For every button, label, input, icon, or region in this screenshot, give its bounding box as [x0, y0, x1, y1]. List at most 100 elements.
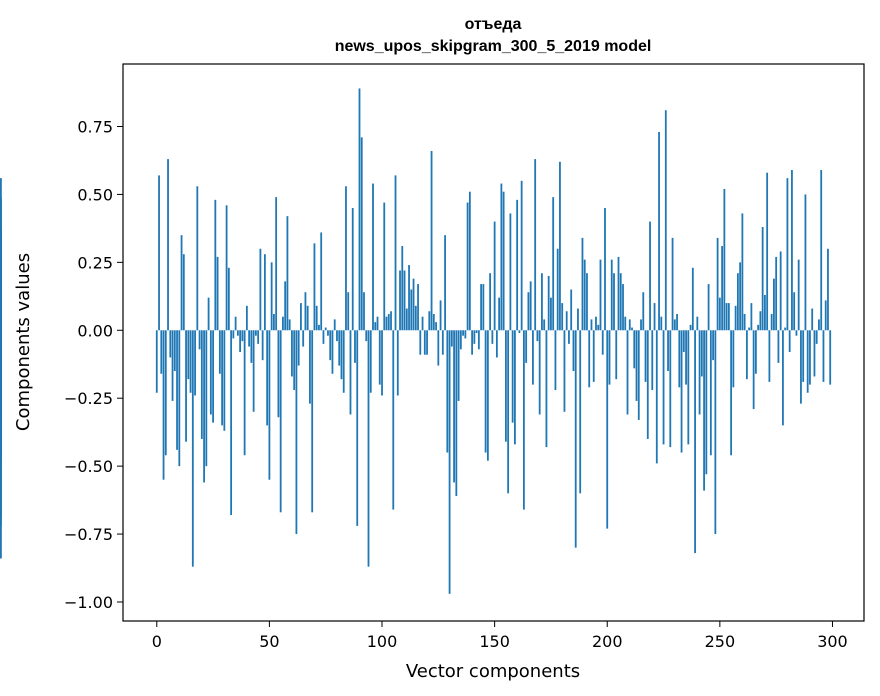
bar-component-114: [412, 278, 415, 331]
y-tick-label: 0.50: [77, 185, 113, 204]
bar-component-275: [775, 256, 778, 331]
y-tick-label: 0.75: [77, 117, 113, 136]
bar-component-28: [218, 330, 221, 374]
bar-component-62: [295, 330, 298, 535]
bar-component-286: [800, 330, 802, 404]
y-tick-label: −1.00: [64, 593, 113, 612]
y-axis-label: Components values: [13, 253, 34, 431]
bar-component-17: [194, 330, 196, 396]
bar-component-299: [829, 330, 832, 385]
bar-component-6: [169, 330, 172, 358]
bar-component-268: [759, 311, 762, 331]
bar-component-260: [741, 213, 744, 331]
bar-component-276: [777, 330, 780, 363]
bar-component-281: [788, 330, 791, 353]
bar-component-138: [466, 202, 469, 331]
bar-component-200: [606, 330, 609, 529]
bar-component-199: [604, 208, 606, 331]
x-tick-label: 250: [705, 632, 736, 651]
bar-component-107: [396, 330, 399, 396]
bar-component-69: [311, 330, 314, 513]
bar-component-183: [568, 330, 570, 344]
bar-component-214: [637, 330, 640, 420]
bar-component-213: [635, 330, 638, 401]
bar-component-37: [239, 330, 242, 353]
bar-component-40: [245, 305, 248, 331]
bar-component-279: [784, 327, 787, 331]
bar-component-26: [214, 199, 217, 331]
bar-component-230: [673, 319, 676, 331]
bar-component-178: [556, 248, 559, 331]
bar-component-221: [653, 303, 656, 331]
bar-component-157: [509, 213, 512, 331]
bar-component-189: [581, 237, 584, 331]
bar-component-99: [378, 330, 381, 385]
bar-component-233: [680, 330, 683, 453]
bar-component-71: [315, 305, 318, 331]
bar-component-248: [714, 330, 717, 535]
bar-component-27: [216, 256, 219, 331]
y-tick-label: −0.75: [64, 525, 113, 544]
x-tick-label: 50: [259, 632, 279, 651]
bar-component-82: [340, 330, 343, 380]
bar-component-298: [827, 248, 829, 331]
bar-component-234: [682, 330, 685, 353]
bar-component-151: [495, 330, 498, 358]
bar-component-177: [554, 330, 557, 391]
bar-component-20: [200, 330, 203, 439]
bar-component-14: [187, 330, 190, 380]
bar-component-92: [363, 292, 365, 331]
bar-component-133: [455, 330, 458, 497]
bar-component-220: [651, 330, 654, 391]
bar-component-287: [802, 330, 805, 382]
bar-component-172: [543, 319, 546, 331]
bar-component-145: [482, 284, 485, 331]
bar-component-152: [498, 297, 501, 331]
bar-component-150: [493, 221, 496, 331]
bar-component-139: [468, 191, 471, 331]
bar-component-90: [358, 88, 361, 331]
bar-component-228: [669, 330, 672, 448]
bar-component-249: [716, 237, 719, 331]
y-axis-ticks: −1.00 −0.75 −0.50 −0.25 0.00 0.25 0.50 0.75: [64, 117, 123, 612]
bar-component-123: [432, 313, 435, 331]
bar-component-36: [236, 330, 239, 336]
bar-component-119: [423, 330, 426, 355]
bar-component-270: [764, 294, 766, 331]
bar-component-4: [164, 330, 167, 456]
x-tick-label: 0: [152, 632, 162, 651]
bar-component-167: [532, 330, 534, 385]
bar-component-232: [678, 330, 681, 388]
bar-component-70: [313, 243, 316, 331]
bar-component-56: [282, 316, 284, 331]
bar-component-15: [189, 330, 192, 393]
bar-component-44: [254, 330, 257, 336]
y-tick-label: 0.00: [77, 321, 113, 340]
bar-component-187: [577, 308, 579, 331]
bar-component-240: [696, 316, 699, 331]
x-axis-ticks: 0 50 100 150 200 250 300: [152, 621, 848, 651]
bar-component-142: [475, 330, 478, 333]
bar-component-247: [712, 330, 714, 361]
bar-component-52: [273, 313, 275, 331]
bar-component-54: [277, 330, 280, 418]
bar-component-120: [426, 330, 428, 355]
bar-component-190: [583, 259, 586, 331]
bar-component-46: [259, 248, 262, 331]
bar-component-129: [446, 330, 449, 453]
bar-component-256: [732, 330, 735, 388]
bar-component-116: [417, 284, 419, 331]
bar-component-106: [394, 175, 397, 331]
bar-component-130: [448, 330, 451, 594]
bar-component-24: [209, 330, 212, 415]
bar-component-58: [286, 216, 289, 331]
bar-component-86: [349, 330, 352, 415]
bar-component-97: [374, 322, 377, 331]
bar-component-115: [414, 305, 417, 331]
bar-component-79: [333, 319, 336, 331]
bar-component-198: [601, 330, 604, 355]
bar-component-241: [698, 330, 701, 415]
bar-component-148: [489, 273, 492, 331]
